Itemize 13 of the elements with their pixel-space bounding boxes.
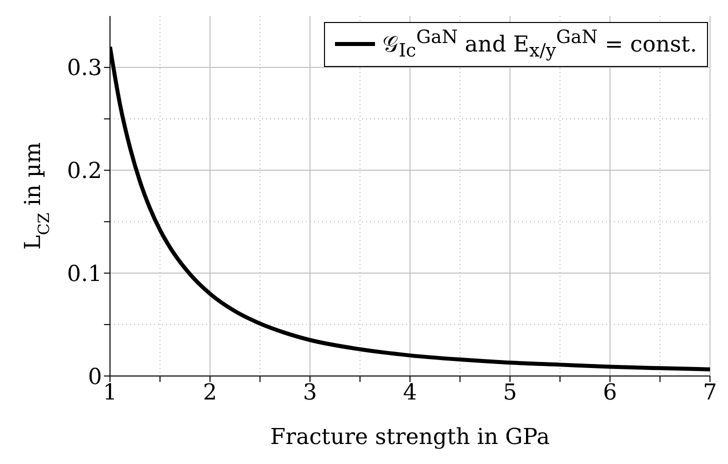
x-tick-label: 3 <box>303 380 317 406</box>
x-tick-label: 6 <box>603 380 617 406</box>
y-tick-label: 0.3 <box>67 56 102 82</box>
legend-label: 𝒢$_{Ic}$$^{GaN}$ and E$_{x/y}$$^{GaN}$ = const. <box>382 27 697 62</box>
x-axis-title: Fracture strength in GPa <box>270 425 550 450</box>
y-tick-label: 0 <box>88 364 102 390</box>
x-tick-label: 1 <box>103 380 117 406</box>
x-tick-label: 7 <box>703 380 717 406</box>
y-tick-label: 0.2 <box>67 159 102 184</box>
x-tick-label: 4 <box>403 380 417 406</box>
y-tick-label: 0.1 <box>67 262 102 287</box>
x-tick-label: 2 <box>203 380 217 406</box>
x-tick-label: 5 <box>503 380 517 406</box>
